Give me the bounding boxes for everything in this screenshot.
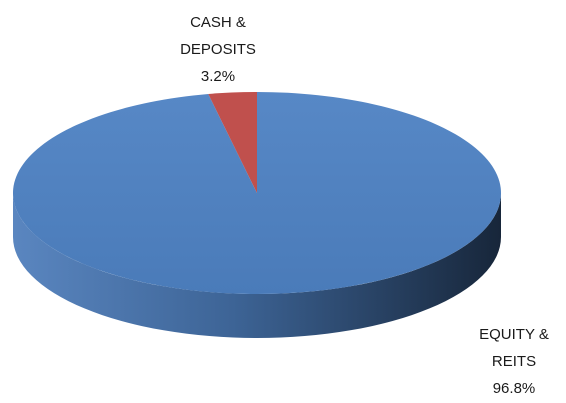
equity-reits-percent: 96.8% [493,380,536,397]
pie-side-wall [13,193,501,338]
equity-reits-name-line1: EQUITY & [479,326,549,343]
equity-reits-name-line2: REITS [492,353,536,370]
cash-deposits-name-line2: DEPOSITS [180,41,256,58]
label-cash-deposits: CASH & DEPOSITS 3.2% [180,14,256,85]
pie-slices [12,92,501,294]
cash-deposits-percent: 3.2% [201,68,235,85]
cash-deposits-name-line1: CASH & [190,14,246,31]
pie-slice-cash-deposits [208,92,257,193]
pie-slice-equity-reits [12,92,501,294]
pie-side-equity [13,193,501,338]
label-equity-reits: EQUITY & REITS 96.8% [479,326,549,397]
